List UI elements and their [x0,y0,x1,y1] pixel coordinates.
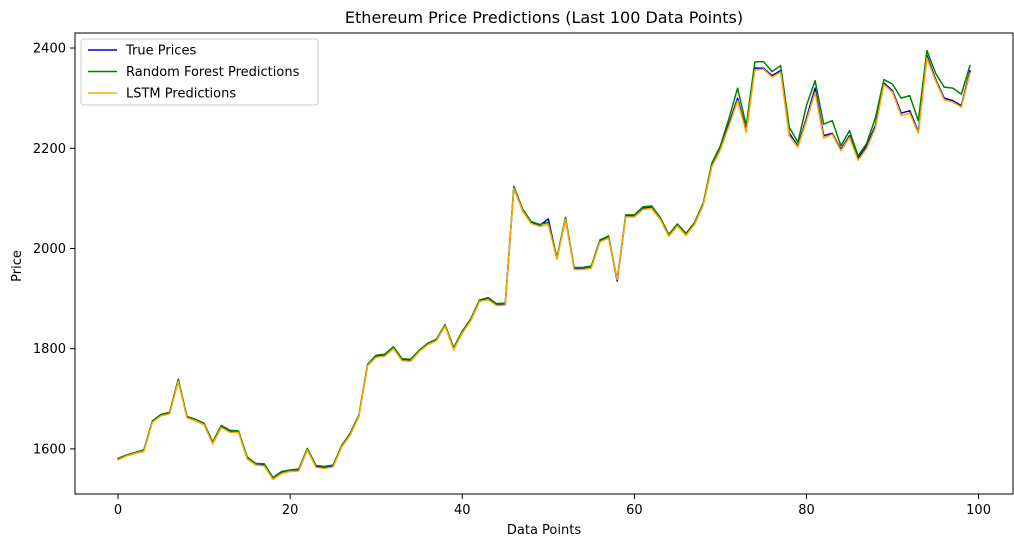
legend: True Prices Random Forest Predictions LSTM… [80,38,319,106]
y-tick-label: 1800 [33,342,66,357]
y-tick-label: 2200 [33,142,66,157]
plot-lines [117,49,971,481]
legend-box [80,38,319,106]
plot-frame [74,32,1014,495]
axis-ticks: 0 20 40 60 80 100 1600 1800 2000 2200 2400 [33,42,991,518]
series-line-1 [117,54,971,480]
y-tick-label: 1600 [33,442,66,457]
x-tick-label: 40 [454,503,471,518]
legend-label-2: Random Forest Predictions [126,65,300,80]
y-tick-label: 2000 [33,242,66,257]
chart-title: Ethereum Price Predictions (Last 100 Dat… [345,8,743,27]
y-tick-label: 2400 [33,42,66,57]
x-tick-label: 80 [798,503,815,518]
x-axis-label: Data Points [507,523,581,538]
y-axis-label: Price [10,250,25,282]
x-tick-label: 0 [114,503,122,518]
x-tick-label: 100 [966,503,991,518]
series-line-2 [117,49,971,479]
series-line-3 [117,57,971,481]
x-tick-label: 60 [626,503,643,518]
legend-label-3: LSTM Predictions [126,87,236,102]
x-tick-label: 20 [282,503,299,518]
legend-label-1: True Prices [125,44,196,59]
